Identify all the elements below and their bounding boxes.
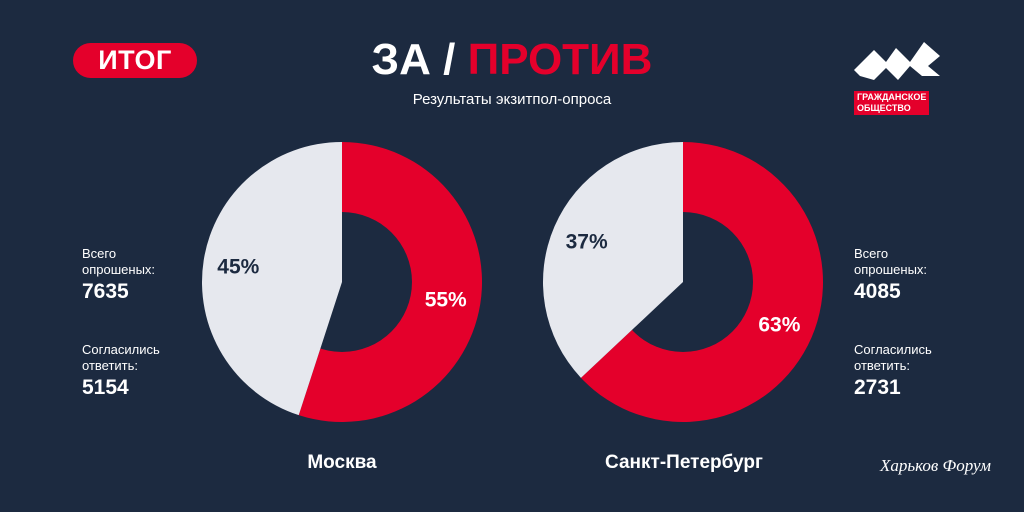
spb-surveyed-stat: Всего опрошеных: 4085 — [854, 246, 950, 306]
slice-for — [201, 142, 342, 416]
slice-for — [543, 142, 683, 378]
spb-answered-label: Согласились ответить: — [854, 342, 932, 373]
donut-chart-spb: 63% 37% — [543, 142, 823, 422]
title-against: ПРОТИВ — [467, 35, 653, 84]
logo-line-2: ОБЩЕСТВО — [857, 103, 911, 113]
logo-line-1: ГРАЖДАНСКОЕ — [857, 92, 927, 102]
donut-chart-moscow: 55% 45% — [201, 142, 482, 422]
page-subtitle: Результаты экзитпол-опроса — [412, 91, 612, 108]
spb-answered-value: 2731 — [854, 376, 901, 399]
logo-label: ГРАЖДАНСКОЕ ОБЩЕСТВО — [854, 91, 930, 115]
moscow-answered-value: 5154 — [82, 376, 129, 399]
moscow-city-label: Москва — [307, 452, 377, 473]
watermark-text: Харьков Форум — [880, 456, 991, 475]
moscow-surveyed-value: 7635 — [82, 280, 129, 303]
result-badge: ИТОГ — [73, 43, 197, 78]
title-separator: / — [430, 35, 468, 84]
civil-society-logo-icon — [854, 42, 940, 80]
title-for: ЗА — [371, 35, 431, 84]
slice-label-for: 37% — [566, 230, 608, 253]
moscow-answered-stat: Согласились ответить: 5154 — [82, 342, 178, 402]
spb-surveyed-label: Всего опрошеных: — [854, 246, 928, 277]
moscow-answered-label: Согласились ответить: — [82, 342, 160, 373]
slice-label-for: 45% — [217, 256, 259, 279]
slice-label-against: 63% — [758, 314, 800, 337]
spb-answered-stat: Согласились ответить: 2731 — [854, 342, 950, 402]
page-title: ЗА / ПРОТИВ — [0, 34, 1024, 86]
spb-surveyed-value: 4085 — [854, 280, 901, 303]
spb-city-label: Санкт-Петербург — [605, 452, 763, 473]
moscow-surveyed-stat: Всего опрошеных: 7635 — [82, 246, 178, 306]
slice-label-against: 55% — [425, 288, 467, 311]
moscow-surveyed-label: Всего опрошеных: — [82, 246, 156, 277]
